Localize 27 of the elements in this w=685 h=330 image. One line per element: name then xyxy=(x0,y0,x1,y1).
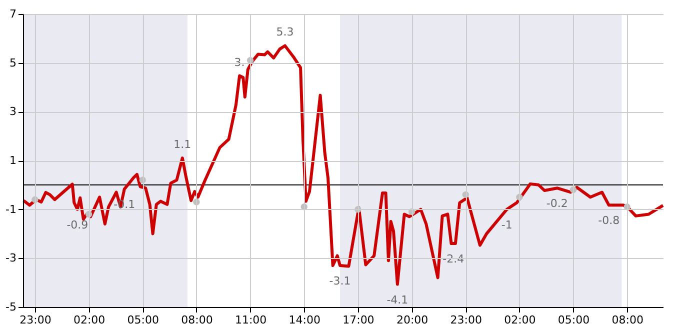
annotation: -3.1 xyxy=(329,274,351,288)
annotation: 1.1 xyxy=(174,138,192,152)
x-tick-label: 23:00 xyxy=(450,314,482,326)
x-tick-label: 08:00 xyxy=(181,314,213,326)
x-tick-label: 05:00 xyxy=(558,314,590,326)
x-tick-label: 02:00 xyxy=(73,314,106,326)
annotation: -0.9 xyxy=(66,218,88,232)
annotation: -4.1 xyxy=(386,293,408,306)
x-tick-label: 11:00 xyxy=(234,314,267,326)
x-tick-label: 17:00 xyxy=(342,314,374,326)
y-tick-label: -1 xyxy=(6,202,16,216)
x-tick-label: 02:00 xyxy=(504,314,536,326)
annotation: 5.3 xyxy=(276,26,294,39)
x-tick-label: 08:00 xyxy=(612,314,644,326)
y-tick-label: 1 xyxy=(10,154,16,167)
annotation: -0.8 xyxy=(598,214,620,228)
y-tick-label: -3 xyxy=(6,252,16,265)
x-tick-label: 23:00 xyxy=(20,314,52,326)
x-tick-label: 05:00 xyxy=(127,314,159,326)
x-tick-label: 14:00 xyxy=(288,314,320,326)
y-tick-label: 7 xyxy=(10,8,16,20)
x-tick-label: 20:00 xyxy=(396,314,428,326)
annotation: -1 xyxy=(501,218,512,232)
annotation: -0.2 xyxy=(546,197,568,210)
y-tick-label: 3 xyxy=(10,105,16,118)
y-tick-label: 5 xyxy=(10,56,16,70)
y-tick-label: -5 xyxy=(6,300,16,314)
